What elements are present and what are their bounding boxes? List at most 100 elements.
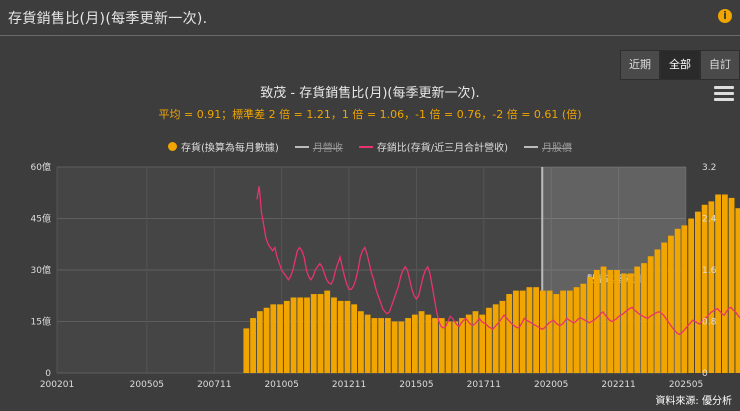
- inventory-bar: [465, 314, 472, 373]
- chart-subtitle: 平均 = 0.91；標準差 2 倍 = 1.21，1 倍 = 1.06，-1 倍…: [158, 108, 582, 121]
- inventory-bar: [614, 270, 620, 373]
- y-right-tick-label: 2.4: [702, 215, 717, 225]
- x-tick-label: 202211: [601, 380, 635, 390]
- legend-line-icon: [358, 145, 373, 148]
- range-tabs: 近期 全部 自訂: [620, 50, 740, 80]
- y-left-tick-label: 45億: [31, 213, 51, 225]
- x-tick-label: 200201: [40, 380, 74, 390]
- inventory-bar: [627, 273, 634, 373]
- inventory-bar: [432, 318, 438, 373]
- page-title: 存貨銷售比(月)(每季更新一次).: [8, 11, 208, 27]
- inventory-bar: [250, 318, 256, 373]
- inventory-bar: [668, 235, 674, 373]
- hamburger-menu-icon[interactable]: [714, 86, 734, 104]
- legend-item-inventory[interactable]: 存貨(換算為每月數據): [168, 139, 279, 154]
- x-tick-label: 201211: [332, 380, 366, 390]
- inventory-bar: [681, 225, 688, 373]
- inventory-bar: [701, 204, 708, 373]
- inventory-bar: [486, 307, 492, 373]
- inventory-bar: [459, 318, 465, 373]
- inventory-bar: [721, 194, 728, 373]
- legend-label: 存貨(換算為每月數據): [181, 143, 279, 154]
- ratio-line: [256, 186, 740, 336]
- legend-item-revenue[interactable]: 月營收: [294, 139, 343, 154]
- inventory-bar: [310, 294, 317, 373]
- y-right-tick-label: 1.6: [702, 266, 717, 276]
- inventory-bar: [580, 283, 587, 373]
- x-tick-label: 200505: [130, 380, 164, 390]
- inventory-bar: [438, 318, 445, 373]
- inventory-bar: [560, 290, 566, 373]
- inventory-bar: [573, 287, 580, 373]
- inventory-bar: [728, 197, 735, 373]
- inventory-bar: [553, 294, 560, 373]
- tab-recent[interactable]: 近期: [620, 50, 660, 80]
- y-right-tick-label: 3.2: [702, 163, 716, 173]
- x-tick-label: 202505: [669, 380, 703, 390]
- inventory-bar: [270, 304, 277, 373]
- legend-line-icon: [294, 145, 309, 148]
- inventory-bar: [587, 276, 593, 373]
- inventory-bar: [371, 318, 378, 373]
- legend-dot-icon: [168, 142, 177, 151]
- inventory-bar: [256, 311, 263, 373]
- inventory-bar: [506, 294, 513, 373]
- tab-all[interactable]: 全部: [660, 50, 700, 80]
- inventory-bar: [479, 314, 486, 373]
- legend-item-ratio[interactable]: 存銷比(存貨/近三月合計營收): [358, 139, 508, 154]
- y-left-tick-label: 0: [45, 369, 51, 379]
- inventory-bar: [641, 263, 647, 373]
- x-tick-label: 202005: [534, 380, 568, 390]
- inventory-bar: [607, 270, 614, 373]
- inventory-bar: [384, 318, 391, 373]
- legend-line-icon: [523, 145, 538, 148]
- x-tick-label: 200711: [197, 380, 231, 390]
- inventory-bar: [708, 201, 715, 373]
- inventory-bar: [425, 314, 432, 373]
- inventory-bar: [654, 249, 661, 373]
- inventory-bar: [634, 266, 641, 373]
- legend-label: 月股價: [541, 143, 572, 154]
- chart-title: 致茂 - 存貨銷售比(月)(每季更新一次).: [260, 86, 480, 101]
- source-note: 資料來源: 優分析: [655, 396, 732, 407]
- inventory-bar: [620, 273, 627, 373]
- inventory-bar: [297, 297, 304, 373]
- y-left-tick-label: 15億: [31, 316, 51, 328]
- x-tick-label: 201505: [399, 380, 433, 390]
- inventory-bar: [715, 194, 721, 373]
- inventory-bar: [378, 318, 385, 373]
- tab-custom[interactable]: 自訂: [700, 50, 740, 80]
- inventory-bar: [546, 290, 553, 373]
- y-right-tick-label: 0: [702, 369, 708, 379]
- page-header: 存貨銷售比(月)(每季更新一次). i: [0, 0, 740, 36]
- ratio-series-line: [256, 186, 740, 336]
- y-left-tick-label: 60億: [31, 161, 51, 173]
- inventory-bar: [647, 256, 654, 373]
- inventory-bar: [688, 218, 695, 373]
- inventory-bar: [405, 318, 411, 373]
- inventory-bar: [344, 300, 351, 373]
- inventory-bar: [519, 290, 526, 373]
- inventory-bar: [418, 311, 425, 373]
- inventory-bar: [526, 287, 533, 373]
- legend-item-price[interactable]: 月股價: [523, 139, 572, 154]
- inventory-bar: [674, 228, 681, 373]
- inventory-bar: [661, 242, 668, 373]
- inventory-bar: [324, 290, 331, 373]
- inventory-bar: [317, 294, 324, 373]
- inventory-bar: [513, 290, 519, 373]
- x-tick-label: 201711: [467, 380, 501, 390]
- y-right-tick-label: 0.8: [702, 318, 717, 328]
- inventory-bar: [263, 307, 270, 373]
- inventory-bar: [499, 300, 506, 373]
- inventory-bar: [391, 321, 398, 373]
- info-icon[interactable]: i: [718, 9, 732, 23]
- inventory-bar: [600, 266, 607, 373]
- x-tick-label: 201005: [264, 380, 298, 390]
- inventory-bar: [358, 311, 364, 373]
- inventory-bar: [452, 321, 459, 373]
- y-left-tick-label: 30億: [31, 264, 51, 276]
- inventory-bar: [331, 297, 337, 373]
- inventory-bar: [492, 304, 499, 373]
